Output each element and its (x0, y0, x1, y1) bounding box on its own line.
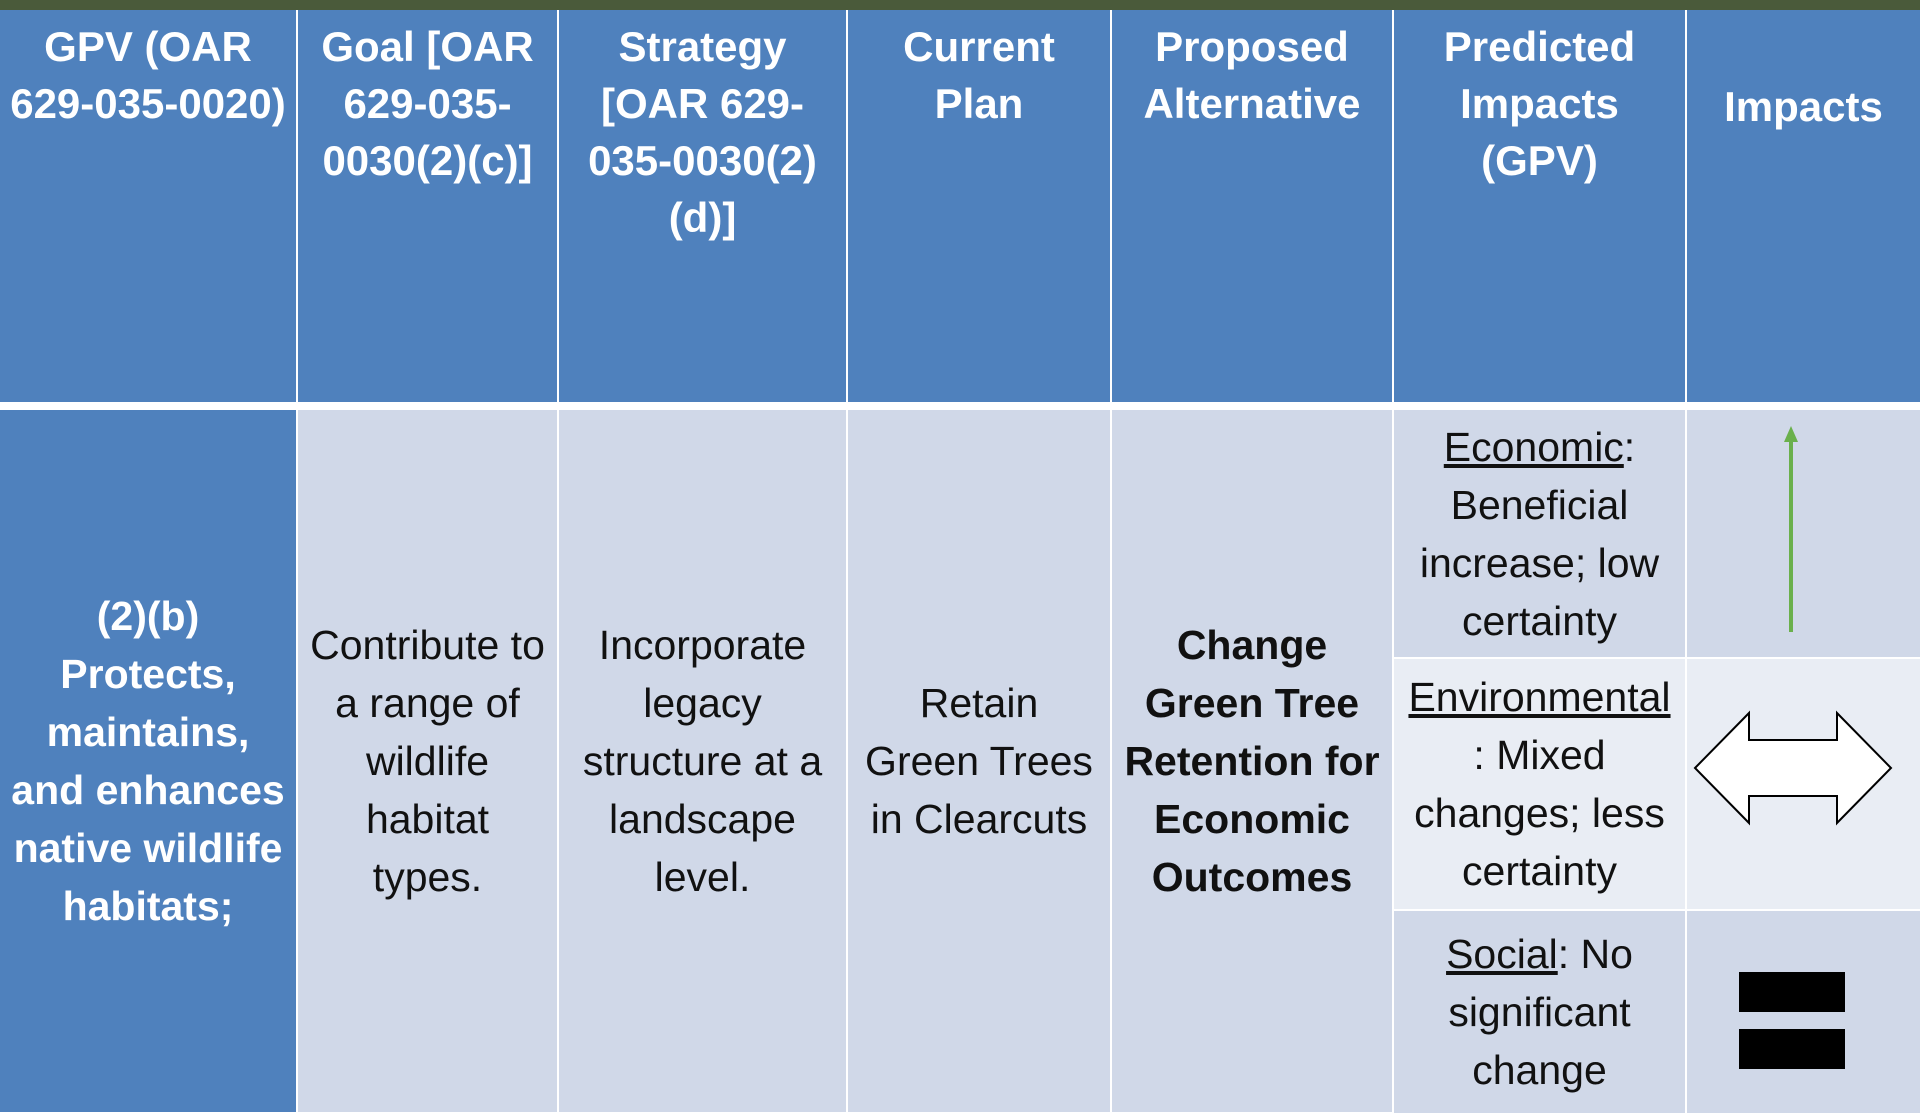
header-text: Proposed Alternative (1122, 18, 1382, 132)
icon-cell (1687, 410, 1920, 657)
impact-icons (1687, 410, 1920, 1113)
header-text: Impacts (1724, 78, 1883, 135)
cell-text: (2)(b) Protects, maintains, and enhances… (10, 587, 286, 935)
gpv-cell: (2)(b) Protects, maintains, and enhances… (0, 410, 296, 1112)
cell-text: Change Green Tree Retention for Economic… (1122, 616, 1382, 906)
equals-bar (1739, 1029, 1845, 1069)
impact-text: Social: No significant change (1408, 925, 1671, 1099)
header-text: Current Plan (858, 18, 1100, 132)
impact-category: Environmental (1408, 674, 1670, 720)
header-cell: Current Plan (848, 10, 1110, 402)
page: GPV (OAR 629-035-0020) Goal [OAR 629-035… (0, 0, 1920, 1113)
header-cell: Impacts (1687, 10, 1920, 402)
header-text: Goal [OAR 629-035-0030(2)(c)] (308, 18, 547, 189)
header-text: Strategy [OAR 629-035-0030(2)(d)] (569, 18, 836, 246)
header-text: Predicted Impacts (GPV) (1404, 18, 1675, 189)
header-cell: Goal [OAR 629-035-0030(2)(c)] (298, 10, 557, 402)
equals-bar (1739, 972, 1845, 1012)
header-cell: Predicted Impacts (GPV) (1394, 10, 1685, 402)
proposed-cell: Change Green Tree Retention for Economic… (1112, 410, 1392, 1112)
goal-cell: Contribute to a range of wildlife habita… (298, 410, 557, 1112)
impact-category: Social (1446, 931, 1558, 977)
background-strip (0, 0, 1920, 10)
impact-category: Economic (1444, 424, 1624, 470)
cell-text: Contribute to a range of wildlife habita… (308, 616, 547, 906)
impact-cell: Environmental : Mixed changes; less certa… (1394, 659, 1685, 909)
impact-cell: Economic: Beneficial increase; low certa… (1394, 410, 1685, 657)
cell-text: Retain Green Trees in Clearcuts (858, 674, 1100, 848)
header-text: GPV (OAR 629-035-0020) (10, 18, 286, 132)
header-cell: GPV (OAR 629-035-0020) (0, 10, 296, 402)
impact-cell: Social: No significant change (1394, 911, 1685, 1113)
cell-text: Incorporate legacy structure at a landsc… (569, 616, 836, 906)
impact-text: Economic: Beneficial increase; low certa… (1408, 418, 1671, 650)
impact-description: : Mixed changes; less certainty (1414, 732, 1665, 894)
header-cell: Strategy [OAR 629-035-0030(2)(d)] (559, 10, 846, 402)
header-cell: Proposed Alternative (1112, 10, 1392, 402)
current-plan-cell: Retain Green Trees in Clearcuts (848, 410, 1110, 1112)
strategy-cell: Incorporate legacy structure at a landsc… (559, 410, 846, 1112)
impact-text: Environmental : Mixed changes; less certa… (1408, 668, 1671, 900)
